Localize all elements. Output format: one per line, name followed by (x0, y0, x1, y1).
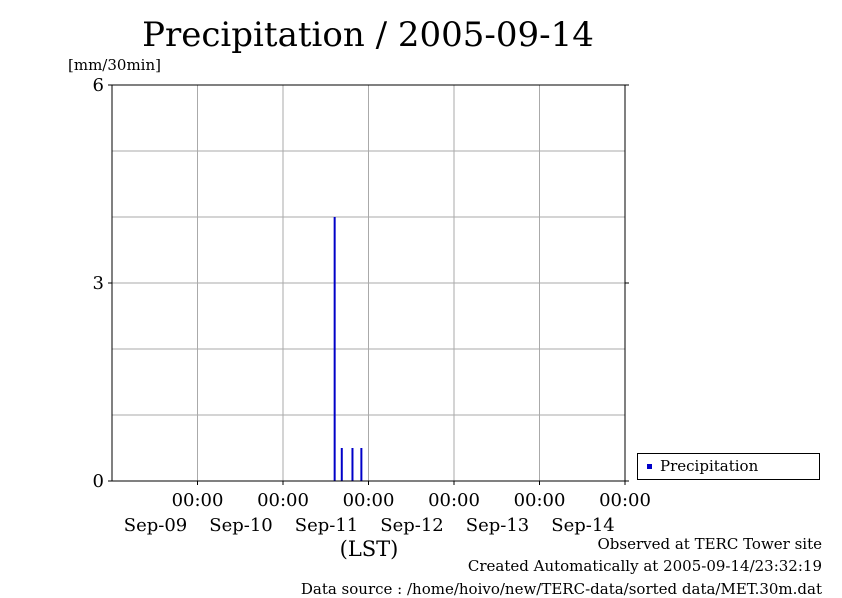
x-tick-label-date: Sep-13 (466, 515, 530, 536)
footer-observed-site: Observed at TERC Tower site (597, 535, 822, 553)
y-axis-unit-label: [mm/30min] (68, 56, 161, 74)
x-tick-label-time: 00:00 (514, 490, 566, 511)
y-tick-label: 6 (93, 75, 104, 96)
legend-label: Precipitation (660, 457, 759, 475)
x-tick-label-time: 00:00 (343, 490, 395, 511)
y-axis-ticks: 0 3 6 (93, 75, 629, 492)
x-axis-ticks: 00:00 Sep-09 00:00 Sep-10 00:00 Sep-11 00:00 Se… (124, 481, 651, 536)
x-tick-label-date: Sep-09 (124, 515, 188, 536)
precipitation-bars (333, 217, 363, 481)
x-tick-label-time: 00:00 (599, 490, 651, 511)
legend: Precipitation (637, 453, 820, 480)
y-tick-label: 3 (93, 273, 104, 294)
x-tick-label-time: 00:00 (172, 490, 224, 511)
footer-created-timestamp: Created Automatically at 2005-09-14/23:3… (467, 557, 822, 575)
x-axis-label: (LST) (340, 537, 399, 561)
x-tick-label-date: Sep-12 (380, 515, 444, 536)
x-tick-label-date: Sep-10 (209, 515, 273, 536)
grid-lines (112, 85, 625, 481)
legend-swatch (647, 464, 652, 469)
x-tick-label-time: 00:00 (428, 490, 480, 511)
chart-title: Precipitation / 2005-09-14 (142, 15, 594, 55)
footer-data-source: Data source : /home/hoivo/new/TERC-data/… (300, 580, 822, 598)
x-tick-label-time: 00:00 (257, 490, 309, 511)
y-tick-label: 0 (93, 471, 104, 492)
x-tick-label-date: Sep-14 (551, 515, 615, 536)
x-tick-label-date: Sep-11 (295, 515, 359, 536)
